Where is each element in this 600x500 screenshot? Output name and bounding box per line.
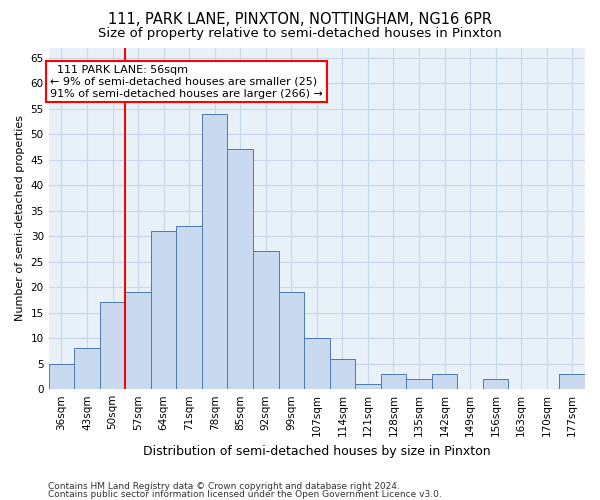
Bar bbox=[355, 384, 380, 389]
Bar bbox=[278, 292, 304, 389]
Bar bbox=[125, 292, 151, 389]
Y-axis label: Number of semi-detached properties: Number of semi-detached properties bbox=[15, 116, 25, 322]
Bar bbox=[406, 379, 432, 389]
Bar bbox=[202, 114, 227, 389]
Bar bbox=[559, 374, 585, 389]
Bar bbox=[253, 252, 278, 389]
Bar bbox=[304, 338, 329, 389]
X-axis label: Distribution of semi-detached houses by size in Pinxton: Distribution of semi-detached houses by … bbox=[143, 444, 491, 458]
Bar bbox=[483, 379, 508, 389]
Bar bbox=[380, 374, 406, 389]
Bar bbox=[176, 226, 202, 389]
Bar bbox=[74, 348, 100, 389]
Text: 111 PARK LANE: 56sqm
← 9% of semi-detached houses are smaller (25)
91% of semi-d: 111 PARK LANE: 56sqm ← 9% of semi-detach… bbox=[50, 66, 323, 98]
Bar bbox=[227, 150, 253, 389]
Bar bbox=[100, 302, 125, 389]
Bar bbox=[49, 364, 74, 389]
Bar bbox=[151, 231, 176, 389]
Text: Size of property relative to semi-detached houses in Pinxton: Size of property relative to semi-detach… bbox=[98, 28, 502, 40]
Text: Contains HM Land Registry data © Crown copyright and database right 2024.: Contains HM Land Registry data © Crown c… bbox=[48, 482, 400, 491]
Text: Contains public sector information licensed under the Open Government Licence v3: Contains public sector information licen… bbox=[48, 490, 442, 499]
Bar bbox=[432, 374, 457, 389]
Bar bbox=[329, 358, 355, 389]
Text: 111, PARK LANE, PINXTON, NOTTINGHAM, NG16 6PR: 111, PARK LANE, PINXTON, NOTTINGHAM, NG1… bbox=[108, 12, 492, 28]
